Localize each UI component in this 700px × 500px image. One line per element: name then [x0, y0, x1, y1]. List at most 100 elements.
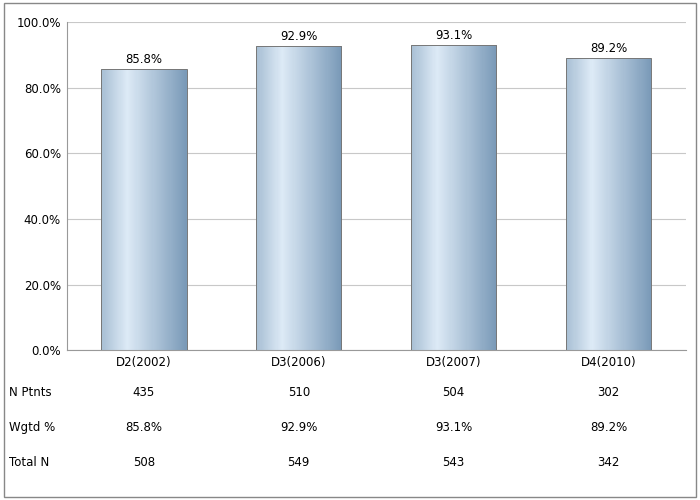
Bar [298, 46, 299, 350]
Bar [419, 45, 421, 350]
Bar [286, 46, 288, 350]
Bar [288, 46, 290, 350]
Bar [108, 69, 109, 350]
Bar [439, 45, 440, 350]
Bar [340, 46, 342, 350]
Bar [179, 69, 181, 350]
Bar [630, 58, 631, 350]
Bar [586, 58, 587, 350]
Bar [649, 58, 650, 350]
Bar [458, 45, 459, 350]
Bar [457, 45, 458, 350]
Bar [120, 69, 122, 350]
Bar [442, 45, 443, 350]
Bar [606, 58, 607, 350]
Bar [183, 69, 185, 350]
Text: 89.2%: 89.2% [590, 42, 627, 55]
Bar [646, 58, 648, 350]
Bar [295, 46, 297, 350]
Bar [435, 45, 436, 350]
Bar [596, 58, 597, 350]
Bar [472, 45, 473, 350]
Bar [122, 69, 123, 350]
Bar [610, 58, 611, 350]
Bar [147, 69, 148, 350]
Bar [626, 58, 627, 350]
Bar [326, 46, 327, 350]
Bar [631, 58, 632, 350]
Bar [322, 46, 323, 350]
Bar [486, 45, 488, 350]
Bar [136, 69, 138, 350]
Bar [270, 46, 272, 350]
Text: 543: 543 [442, 456, 465, 469]
Text: 504: 504 [442, 386, 465, 399]
Bar [608, 58, 610, 350]
Text: 93.1%: 93.1% [435, 421, 472, 434]
Bar [579, 58, 580, 350]
Bar [131, 69, 132, 350]
Bar [305, 46, 307, 350]
Bar [446, 45, 447, 350]
Bar [158, 69, 159, 350]
Bar [110, 69, 111, 350]
Bar [642, 58, 643, 350]
Bar [265, 46, 266, 350]
Bar [142, 69, 144, 350]
Bar [626, 58, 628, 350]
Bar [315, 46, 316, 350]
Bar [116, 69, 117, 350]
Bar [283, 46, 284, 350]
Text: 85.8%: 85.8% [125, 421, 162, 434]
Bar [309, 46, 311, 350]
Bar [186, 69, 187, 350]
Bar [321, 46, 323, 350]
Bar [122, 69, 124, 350]
Bar [146, 69, 148, 350]
Bar [256, 46, 258, 350]
Bar [328, 46, 329, 350]
Bar [153, 69, 155, 350]
Bar [182, 69, 183, 350]
Bar [295, 46, 296, 350]
Bar [601, 58, 603, 350]
Bar [124, 69, 125, 350]
Bar [303, 46, 304, 350]
Bar [299, 46, 300, 350]
Bar [118, 69, 120, 350]
Bar [492, 45, 493, 350]
Text: 549: 549 [288, 456, 310, 469]
Bar [324, 46, 326, 350]
Bar [328, 46, 330, 350]
Bar [271, 46, 272, 350]
Bar [622, 58, 624, 350]
Text: Total N: Total N [9, 456, 49, 469]
Bar [488, 45, 489, 350]
Bar [636, 58, 638, 350]
Text: 89.2%: 89.2% [590, 421, 627, 434]
Bar [635, 58, 636, 350]
Bar [459, 45, 461, 350]
Text: 85.8%: 85.8% [125, 54, 162, 66]
Bar [495, 45, 496, 350]
Bar [104, 69, 106, 350]
Bar [181, 69, 183, 350]
Bar [307, 46, 309, 350]
Bar [130, 69, 132, 350]
Bar [127, 69, 128, 350]
Bar [313, 46, 314, 350]
Bar [461, 45, 463, 350]
Bar [632, 58, 634, 350]
Bar [276, 46, 278, 350]
Bar [314, 46, 315, 350]
Bar [340, 46, 341, 350]
Bar [598, 58, 599, 350]
Bar [134, 69, 136, 350]
Bar [180, 69, 181, 350]
Bar [114, 69, 116, 350]
Bar [573, 58, 575, 350]
Bar [172, 69, 173, 350]
Bar [603, 58, 605, 350]
Bar [594, 58, 595, 350]
Bar [323, 46, 325, 350]
